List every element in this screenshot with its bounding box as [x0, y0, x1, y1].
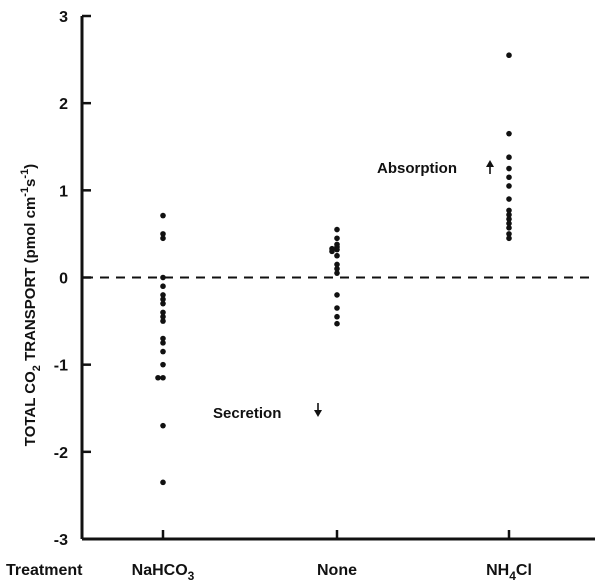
- data-point: [506, 130, 512, 137]
- data-point: [160, 374, 166, 381]
- data-point: [329, 248, 335, 255]
- category-label: NaHCO3: [132, 562, 195, 581]
- data-point: [160, 335, 166, 342]
- data-point: [334, 292, 340, 298]
- y-tick-label: 1: [59, 183, 68, 200]
- data-point: [506, 216, 512, 222]
- category-label: NH4Cl: [486, 562, 532, 581]
- data-point: [506, 220, 512, 227]
- y-tick-label: 0: [59, 271, 68, 288]
- y-label-main: TOTAL CO: [22, 371, 39, 446]
- data-point: [160, 300, 166, 307]
- y-tick-label: -1: [54, 358, 68, 375]
- data-point: [506, 165, 512, 172]
- y-tick-label: -3: [54, 532, 68, 549]
- y-tick-label: -2: [54, 445, 68, 462]
- data-point: [160, 361, 166, 368]
- data-point: [506, 207, 512, 214]
- data-point: [160, 212, 166, 219]
- category-label-text: NaHCO: [132, 562, 188, 579]
- y-tick-label: 3: [59, 9, 68, 26]
- data-point: [334, 270, 340, 276]
- data-point: [506, 225, 512, 231]
- data-point: [334, 313, 340, 320]
- data-point: [334, 265, 340, 272]
- data-point: [160, 479, 166, 486]
- data-point: [160, 348, 166, 355]
- data-point: [160, 422, 166, 429]
- data-point: [506, 196, 512, 202]
- data-point: [334, 246, 340, 253]
- category-label: None: [317, 562, 357, 579]
- y-label-subscript: 2: [31, 365, 43, 371]
- data-point: [334, 305, 340, 311]
- y-tick-label: 2: [59, 96, 68, 113]
- y-label-units: TRANSPORT (pmol cm: [22, 197, 39, 365]
- data-point: [160, 292, 166, 298]
- data-point: [334, 252, 340, 259]
- category-label-text: NH: [486, 562, 509, 579]
- data-point: [160, 340, 166, 346]
- category-label-subscript: 4: [509, 569, 516, 581]
- secretion-label: Secretion: [213, 405, 281, 422]
- data-point: [160, 313, 166, 320]
- data-point: [155, 374, 161, 381]
- data-point: [506, 211, 512, 218]
- category-label-suffix: Cl: [516, 562, 532, 579]
- data-point: [160, 231, 166, 237]
- data-points: [155, 52, 512, 486]
- data-point: [160, 274, 166, 281]
- y-label-units-s: s: [22, 179, 39, 187]
- data-point: [334, 226, 340, 233]
- y-label-superscript: -1: [19, 169, 31, 179]
- x-axis-label: Treatment: [6, 562, 83, 579]
- down-arrow-head-icon: [314, 410, 322, 417]
- data-point: [160, 318, 166, 324]
- data-point: [334, 320, 340, 327]
- absorption-label: Absorption: [377, 160, 457, 177]
- data-point: [506, 52, 512, 59]
- up-arrow-head-icon: [486, 160, 494, 167]
- y-label-close: ): [22, 164, 39, 169]
- data-point: [160, 235, 166, 242]
- data-point: [334, 261, 340, 268]
- axes: [80, 14, 595, 541]
- category-label-text: None: [317, 562, 357, 579]
- data-point: [506, 154, 512, 161]
- data-point: [506, 174, 512, 181]
- data-point: [160, 296, 166, 303]
- data-point: [160, 283, 166, 290]
- category-label-subscript: 3: [188, 569, 195, 581]
- data-point: [160, 309, 166, 316]
- data-point: [334, 235, 340, 242]
- data-point: [506, 231, 512, 237]
- data-point: [506, 235, 512, 242]
- y-axis-label: TOTAL CO2 TRANSPORT (pmol cm-1s-1): [19, 164, 43, 446]
- y-label-superscript: -1: [19, 187, 31, 197]
- data-point: [506, 183, 512, 189]
